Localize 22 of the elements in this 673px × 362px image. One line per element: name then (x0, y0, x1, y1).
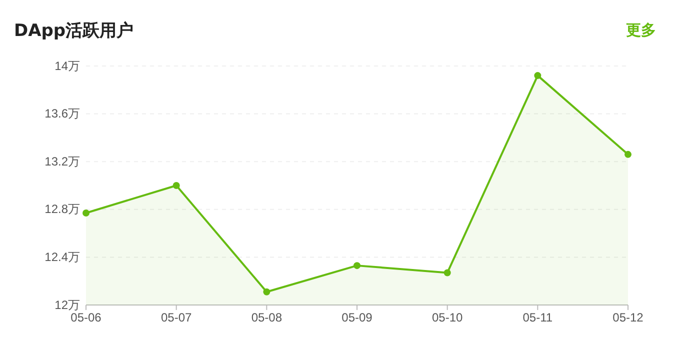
y-tick-label: 12万 (54, 298, 80, 312)
x-tick-label: 05-10 (432, 310, 463, 325)
point (444, 269, 451, 276)
y-tick-label: 12.8万 (44, 202, 80, 216)
y-tick-label: 13.6万 (44, 106, 80, 121)
x-tick-label: 05-06 (70, 310, 102, 325)
y-tick-label: 12.4万 (44, 250, 80, 264)
x-tick-label: 05-11 (522, 310, 553, 325)
chart-title: DApp活跃用户 (14, 21, 134, 41)
y-tick-label: 14万 (54, 58, 80, 73)
point (82, 209, 90, 216)
x-tick-label: 05-12 (612, 310, 644, 325)
point (172, 182, 180, 189)
x-tick-label: 05-08 (251, 310, 282, 325)
point (354, 262, 360, 270)
text: 更多 (626, 21, 656, 39)
point (534, 72, 542, 80)
point (624, 150, 632, 158)
x-tick-label: 05-07 (160, 310, 192, 325)
point (263, 288, 270, 296)
x-tick-label: 05-09 (342, 310, 373, 325)
y-tick-label: 13.2万 (44, 154, 80, 168)
